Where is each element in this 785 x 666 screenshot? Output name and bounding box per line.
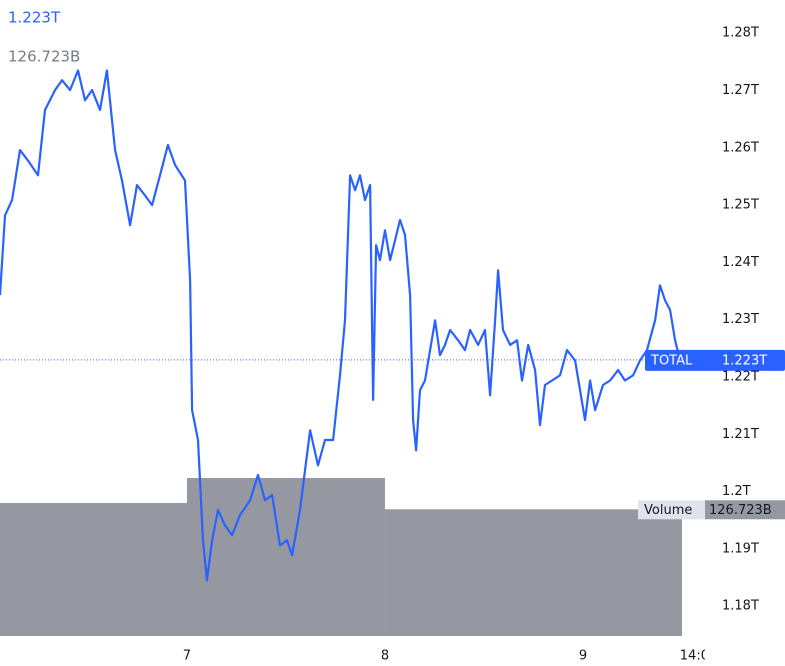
y-tick-label: 1.23T — [722, 312, 759, 327]
volume-bar — [186, 478, 385, 636]
volume-label-value: 126.723B — [709, 503, 772, 518]
price-label-value: 1.223T — [722, 353, 767, 368]
x-tick-label: 9 — [579, 649, 587, 664]
y-tick-label: 1.2T — [722, 484, 751, 499]
volume-label-box — [638, 500, 705, 520]
x-tick-label: 8 — [381, 649, 389, 664]
plot-area — [0, 69, 705, 636]
volume-bar — [384, 509, 683, 636]
volume-label-name: Volume — [644, 503, 692, 518]
y-tick-label: 1.21T — [722, 427, 759, 442]
y-tick-label: 1.25T — [722, 198, 759, 213]
y-tick-label: 1.24T — [722, 255, 759, 270]
y-tick-label: 1.27T — [722, 83, 759, 98]
volume-bar — [0, 503, 187, 636]
x-tick-label: 14:00 — [680, 649, 717, 664]
legend-volume: 126.723B — [8, 48, 80, 66]
price-line — [0, 69, 682, 582]
y-tick-label: 1.28T — [722, 26, 759, 41]
x-axis: 7 8 9 14:00 — [183, 649, 717, 664]
price-label-symbol: TOTAL — [650, 353, 693, 368]
axes: TOTAL 1.223T 1.28T 1.27T 1.26T 1.25T 1.24T 1.23… — [638, 26, 785, 614]
legend-price: 1.223T — [8, 9, 61, 27]
y-tick-label: 1.19T — [722, 541, 759, 556]
x-tick-label: 7 — [183, 649, 191, 664]
y-tick-label: 1.22T — [722, 370, 759, 385]
volume-value-box — [705, 500, 785, 520]
price-label-box — [645, 349, 785, 371]
y-tick-label: 1.26T — [722, 140, 759, 155]
y-tick-label: 1.18T — [722, 599, 759, 614]
